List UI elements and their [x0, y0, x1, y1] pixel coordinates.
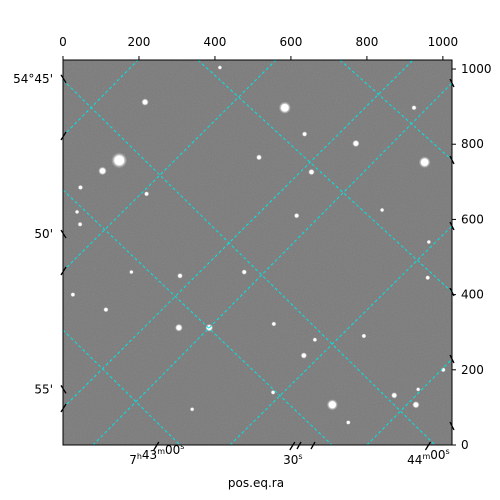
- y-tick-label: 1000: [461, 62, 492, 76]
- star: [362, 334, 366, 338]
- star: [78, 185, 83, 190]
- star: [426, 276, 430, 280]
- dec-tick-label: 50': [34, 227, 53, 241]
- star: [301, 353, 306, 358]
- x-tick-label: 200: [128, 35, 151, 49]
- ra-tick-mark: [424, 441, 431, 451]
- grid-line: [229, 225, 452, 445]
- ra-tick-label: 30s: [283, 452, 302, 467]
- y-tick-label: 0: [461, 438, 469, 452]
- star: [413, 402, 419, 408]
- star: [380, 208, 384, 212]
- star: [392, 393, 397, 398]
- ra-tick-label: 7h43m00s: [129, 442, 184, 467]
- star: [272, 322, 276, 326]
- x-tick-label: 1000: [428, 35, 459, 49]
- x-tick-label: 400: [204, 35, 227, 49]
- star: [281, 103, 289, 112]
- ra-tick-label: 44m00s: [407, 447, 450, 467]
- world-tick-mark: [60, 266, 67, 276]
- dec-tick-mark: [60, 385, 67, 394]
- sky-noise: [63, 60, 452, 445]
- dec-tick-mark: [60, 229, 67, 239]
- star: [346, 420, 350, 424]
- star: [178, 274, 182, 278]
- y-tick-label: 600: [461, 212, 484, 226]
- star: [257, 155, 261, 160]
- grid-line: [197, 60, 452, 293]
- ra-tick-mark: [289, 441, 296, 451]
- dec-axis-left: 54°45' 50' 55': [13, 72, 67, 413]
- ra-tick-mark: [153, 441, 160, 451]
- star: [78, 222, 82, 226]
- star: [142, 99, 148, 105]
- world-tick-mark: [449, 421, 455, 431]
- plot-frame: [62, 59, 453, 446]
- x-tick-label: 0: [59, 35, 67, 49]
- star: [75, 210, 79, 214]
- world-tick-mark: [310, 441, 316, 450]
- star: [412, 106, 416, 110]
- world-tick-mark: [449, 155, 455, 165]
- dec-tick-label: 55': [34, 382, 53, 396]
- y-tick-label: 400: [461, 288, 484, 302]
- star: [144, 192, 149, 196]
- star: [271, 390, 275, 394]
- x-tick-label: 800: [355, 35, 378, 49]
- star: [114, 155, 125, 166]
- grid-line: [63, 189, 333, 445]
- star: [309, 170, 314, 175]
- x-axis-label: pos.eq.ra: [228, 476, 284, 490]
- world-tick-mark: [60, 131, 67, 141]
- star: [71, 293, 75, 297]
- star: [104, 308, 108, 312]
- y-tick-label: 200: [461, 363, 484, 377]
- world-tick-mark: [60, 403, 67, 413]
- world-tick-mark: [449, 354, 455, 364]
- star: [302, 132, 307, 136]
- star: [218, 66, 222, 69]
- grid-line: [92, 82, 452, 445]
- pixel-x-axis-top: 0 200 400 600 800 1000: [59, 35, 458, 60]
- grid-line: [366, 358, 452, 445]
- world-tick-mark: [296, 441, 302, 450]
- star: [416, 387, 420, 391]
- stars-layer: [70, 65, 446, 425]
- plot-area: [62, 59, 453, 446]
- world-tick-mark: [449, 221, 455, 231]
- star: [427, 240, 431, 244]
- star: [242, 270, 246, 274]
- star: [313, 338, 317, 342]
- star: [99, 168, 106, 174]
- dec-tick-label: 54°45': [13, 72, 53, 86]
- y-tick-label: 800: [461, 137, 484, 151]
- world-tick-mark: [449, 78, 455, 88]
- x-tick-label: 600: [279, 35, 302, 49]
- dec-tick-mark: [60, 74, 67, 84]
- star: [190, 407, 194, 411]
- world-tick-mark: [449, 287, 455, 297]
- star: [294, 213, 299, 218]
- grid-line: [63, 60, 277, 272]
- grid-line: [89, 60, 90, 61]
- grid-line: [63, 79, 436, 445]
- grid-line: [63, 60, 139, 137]
- star: [420, 158, 429, 166]
- star: [328, 401, 336, 409]
- star: [176, 325, 182, 331]
- star: [129, 270, 133, 274]
- ra-axis-bottom: 7h43m00s 30s 44m00s: [129, 441, 450, 467]
- star: [353, 141, 359, 146]
- coordinate-grid: [63, 60, 452, 445]
- pixel-y-axis-right: 0 200 400 600 800 1000: [449, 62, 492, 452]
